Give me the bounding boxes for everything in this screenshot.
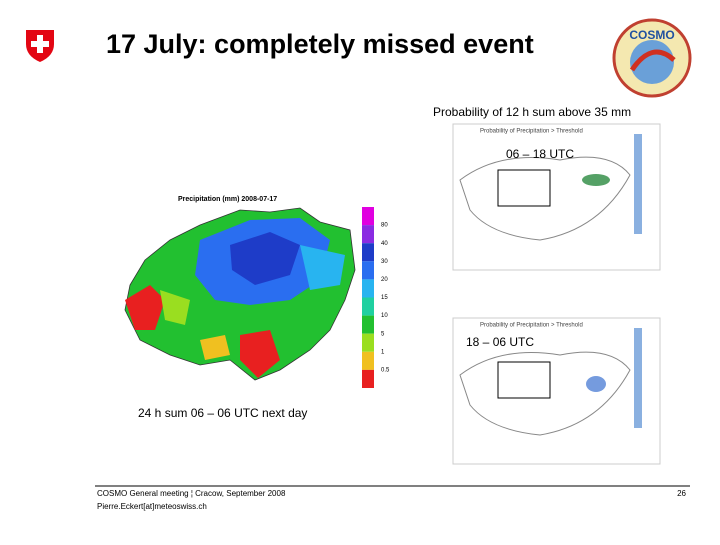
slide-title: 17 July: completely missed event — [106, 29, 534, 59]
footer-contact: Pierre.Eckert[at]meteoswiss.ch — [97, 502, 207, 511]
period-label: 18 – 06 UTC — [466, 335, 534, 349]
legend-swatch — [362, 261, 374, 280]
map-caption: 24 h sum 06 – 06 UTC next day — [138, 406, 307, 420]
legend-label: 30 — [381, 259, 388, 265]
legend-label: 20 — [381, 277, 388, 283]
footer-event: COSMO General meeting ¦ Cracow, Septembe… — [97, 489, 286, 498]
legend-swatch — [362, 243, 374, 262]
legend-label: 40 — [381, 241, 388, 247]
legend-swatch — [362, 333, 374, 352]
legend-label: 80 — [381, 223, 388, 229]
legend-swatch — [362, 207, 374, 226]
legend-swatch — [362, 225, 374, 244]
panel-heading: Probability of 12 h sum above 35 mm — [433, 105, 631, 119]
swiss-flag — [26, 30, 54, 62]
legend-label: 15 — [381, 295, 388, 301]
color-legend: 80 40 30 20 15 10 5 1 0.5 — [362, 207, 390, 388]
legend-label: 5 — [381, 331, 385, 337]
prob-map-1: Probability of Precipitation > Threshold… — [452, 123, 661, 271]
legend-swatch — [362, 279, 374, 298]
precip-map: Precipitation (mm) 2008-07-17 — [124, 196, 356, 381]
page-number: 26 — [677, 489, 686, 498]
period-label: 06 – 18 UTC — [506, 147, 574, 161]
legend-swatch — [362, 315, 374, 334]
legend-label: 0.5 — [381, 367, 390, 373]
legend-swatch — [362, 369, 374, 388]
legend-label: 1 — [381, 349, 385, 355]
cosmo-logo: COSMO — [612, 18, 692, 98]
prob-map-title: Probability of Precipitation > Threshold — [480, 323, 583, 329]
legend-swatch — [362, 297, 374, 316]
prob-map-2: Probability of Precipitation > Threshold… — [452, 317, 661, 465]
map-title: Precipitation (mm) 2008-07-17 — [178, 196, 277, 203]
legend-swatch — [362, 351, 374, 370]
prob-map-title: Probability of Precipitation > Threshold — [480, 129, 583, 135]
legend-label: 10 — [381, 313, 388, 319]
logo-text: COSMO — [629, 28, 674, 42]
